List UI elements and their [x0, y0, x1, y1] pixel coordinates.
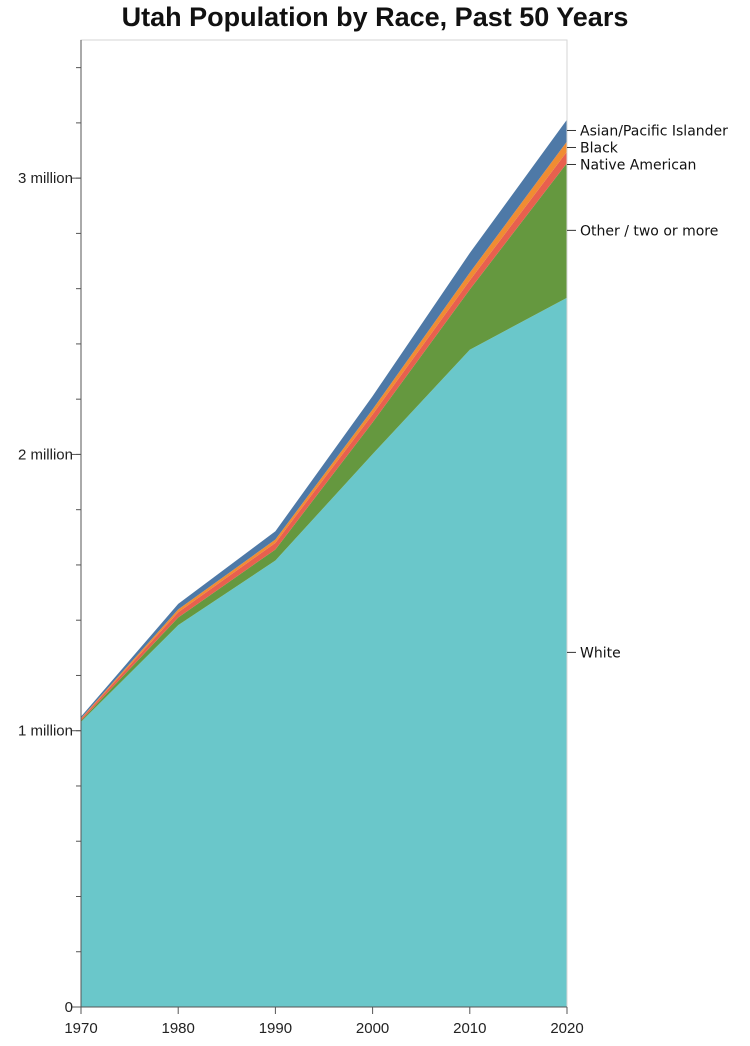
- axes: 0 1 million 2 million 3 million 1970 1980 1990…: [18, 39, 584, 1037]
- x-tick-label: 2000: [356, 1020, 389, 1037]
- series-label-asian-pacific-islander: Asian/Pacific Islander: [580, 123, 728, 139]
- y-tick-label: 0: [65, 999, 73, 1016]
- series-label-black: Black: [580, 140, 619, 156]
- y-tick-label: 1 million: [18, 723, 73, 740]
- series-labels: White Other / two or more Native AmericanB…: [567, 123, 728, 661]
- series-label-native-american: Native American: [580, 157, 696, 173]
- y-tick-label: 2 million: [18, 446, 73, 463]
- series-label-white: White: [580, 645, 621, 661]
- area-white: [81, 297, 567, 1007]
- area-layers: [81, 119, 567, 1007]
- x-tick-label: 2020: [550, 1020, 583, 1037]
- x-tick-label: 1990: [259, 1020, 292, 1037]
- chart-title: Utah Population by Race, Past 50 Years: [121, 2, 629, 32]
- y-tick-label: 3 million: [18, 170, 73, 187]
- x-tick-label: 1970: [64, 1020, 97, 1037]
- x-tick-label: 1980: [162, 1020, 195, 1037]
- x-tick-label: 2010: [453, 1020, 486, 1037]
- series-label-other-two-or-more: Other / two or more: [580, 223, 718, 239]
